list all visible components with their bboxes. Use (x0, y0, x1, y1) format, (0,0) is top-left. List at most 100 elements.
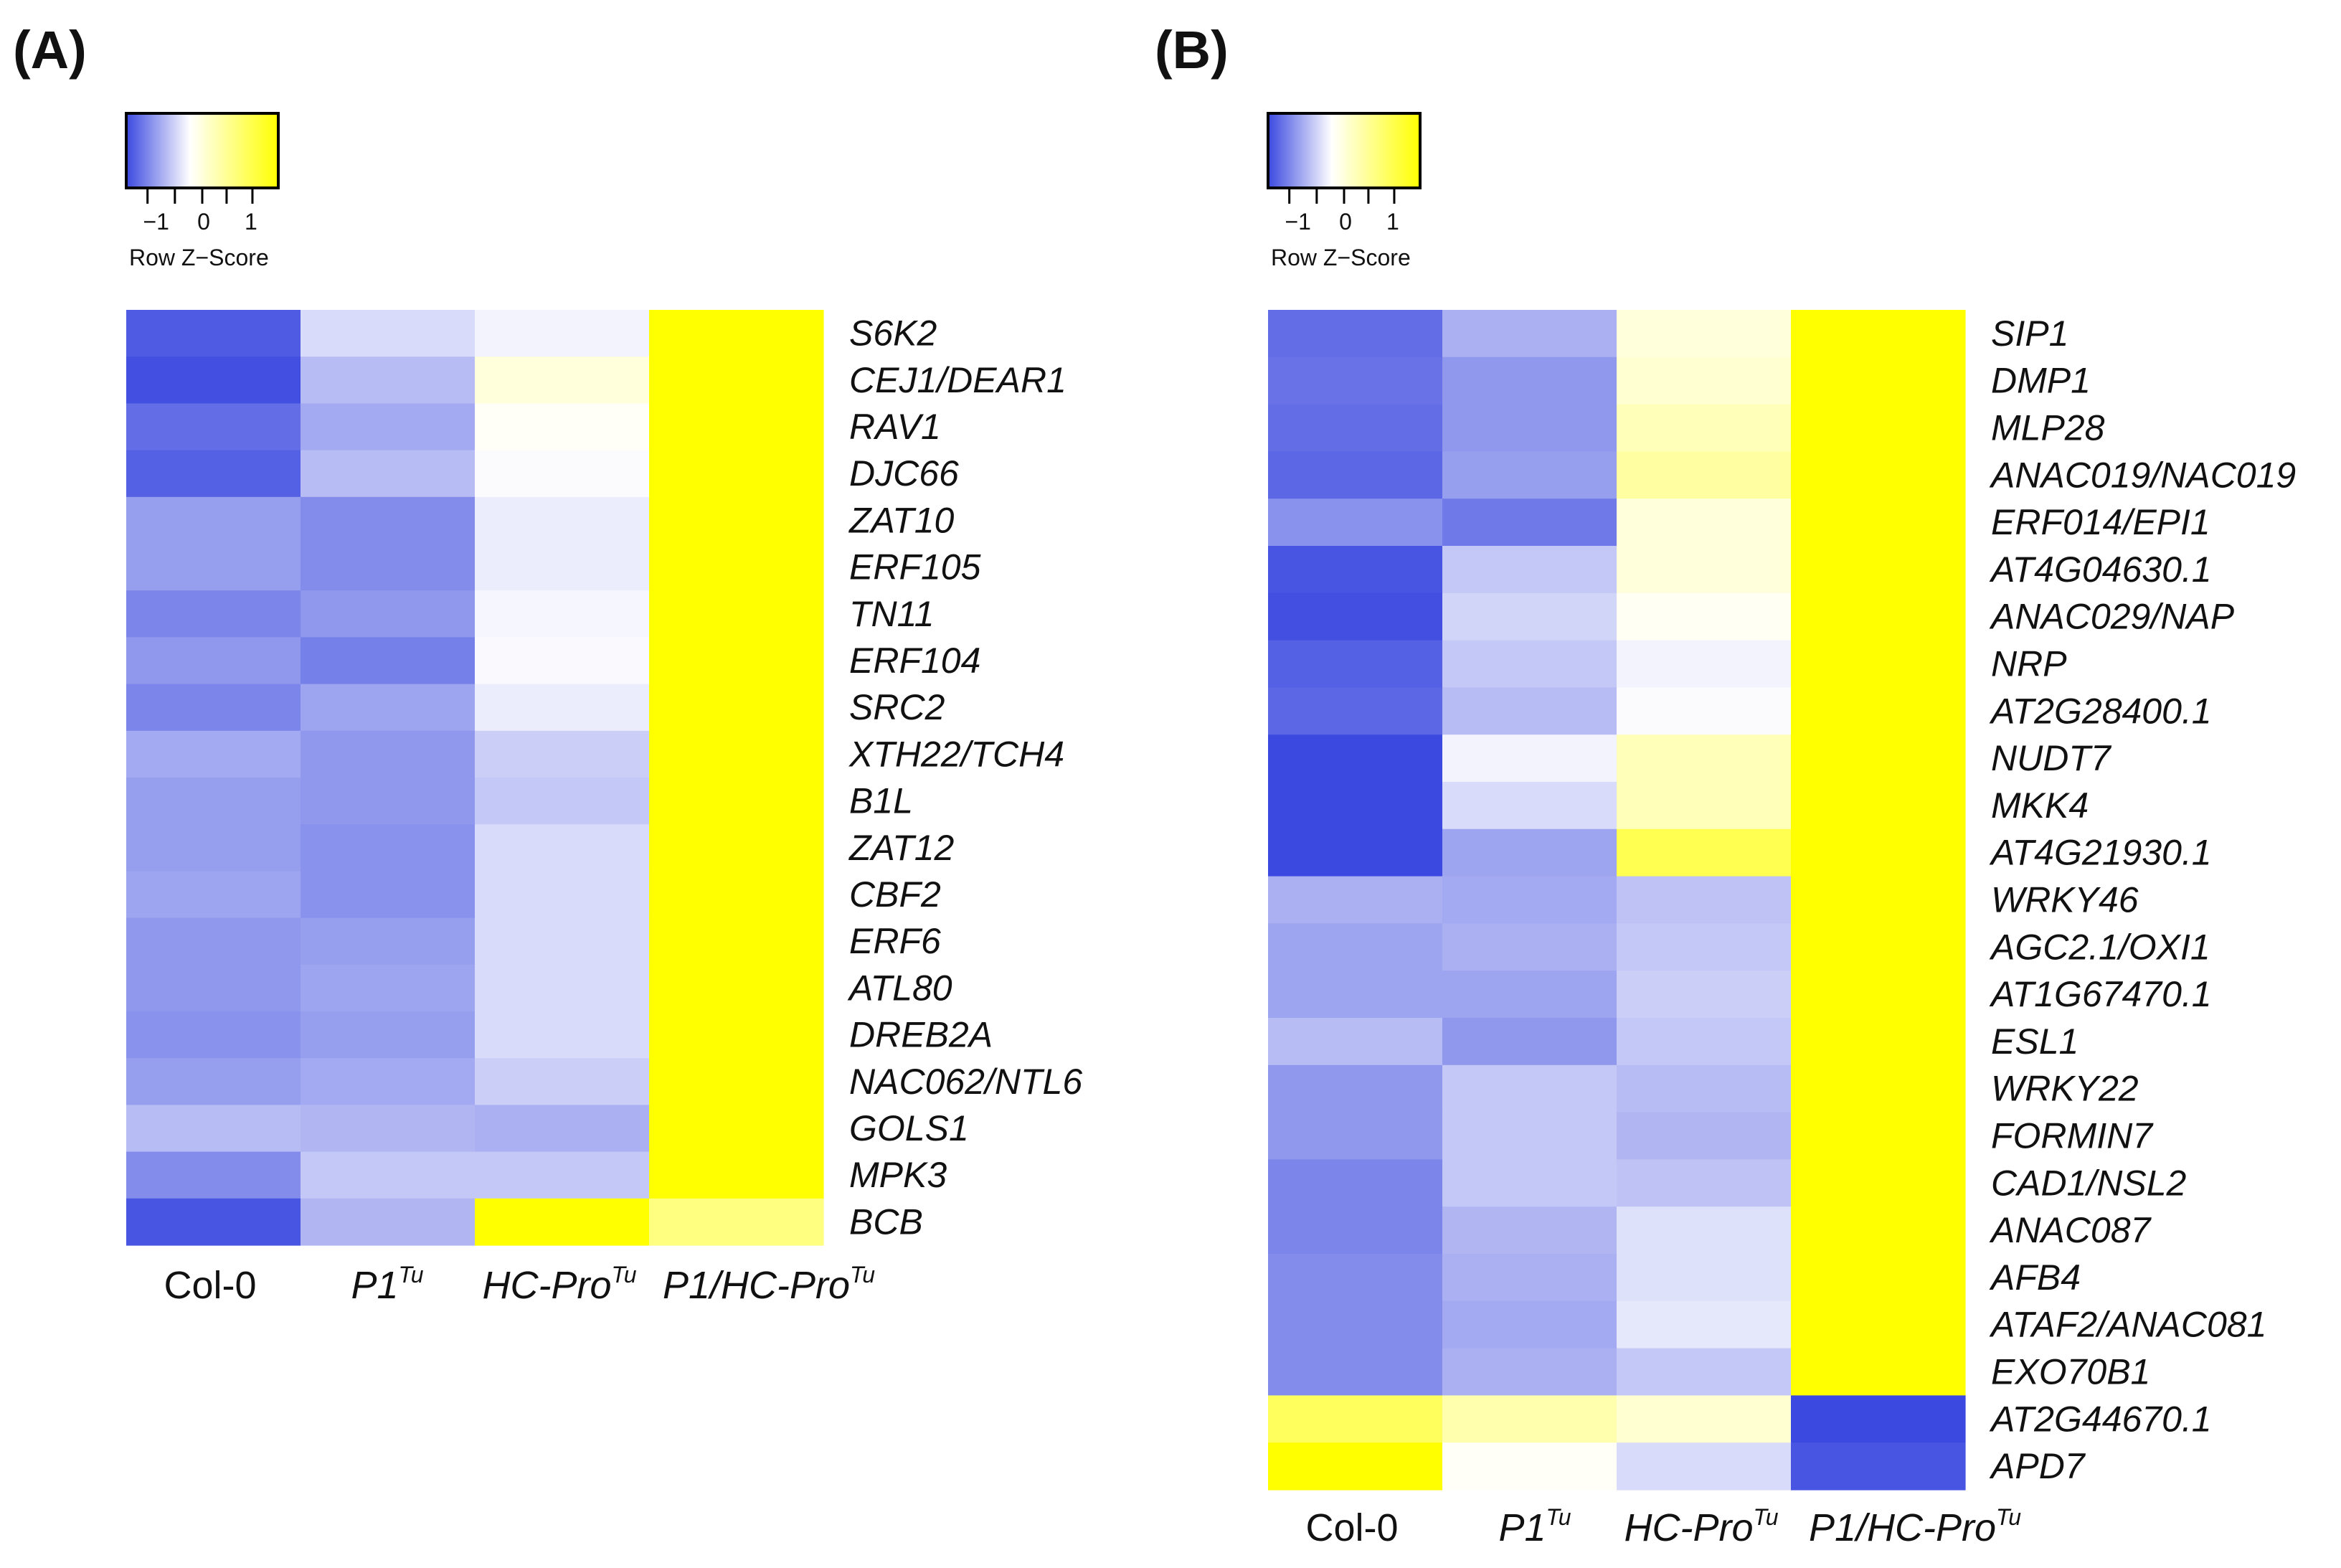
column-label: Col-0 (1305, 1506, 1398, 1549)
heatmap-cell (1617, 1018, 1792, 1066)
heatmap-cell (1791, 592, 1966, 641)
column-label-base: Col-0 (164, 1264, 256, 1307)
heatmap-cell (649, 1011, 824, 1059)
heatmap-cell (301, 450, 476, 498)
gene-label: EXO70B1 (1991, 1352, 2150, 1392)
gene-label: MPK3 (849, 1155, 947, 1195)
heatmap-cell (1617, 310, 1792, 358)
column-label: HC-ProTu (483, 1262, 637, 1307)
gene-label: SIP1 (1991, 313, 2068, 354)
heatmap-cell (301, 1011, 476, 1059)
heatmap-cell (649, 778, 824, 825)
heatmap-cell (1617, 687, 1792, 735)
column-labels: Col-0 P1Tu HC-ProTu P1/HC-ProTu (164, 1262, 875, 1307)
heatmap-cell (1268, 592, 1443, 641)
heatmap-cell (1791, 970, 1966, 1019)
heatmap-cell (301, 917, 476, 965)
heatmap-cell (301, 824, 476, 872)
color-key-tick-label: 0 (1339, 209, 1352, 235)
gene-label: ATL80 (847, 968, 952, 1008)
heatmap-cell (301, 730, 476, 778)
heatmap-cell (301, 778, 476, 825)
heatmap-cell (126, 917, 301, 965)
heatmap-cell (475, 1198, 650, 1246)
heatmap-cell (126, 356, 301, 404)
heatmap-cell (1268, 923, 1443, 971)
heatmap-cell (649, 824, 824, 872)
heatmap-cell (301, 496, 476, 544)
heatmap-cell (475, 684, 650, 732)
heatmap-cell (301, 590, 476, 638)
heatmap-cell (1268, 1254, 1443, 1302)
heatmap-cell (1268, 735, 1443, 783)
row-labels: S6K2 CEJ1/DEAR1 RAV1 DJC66 ZAT10 ERF105 TN11 ER… (847, 313, 1082, 1242)
heatmap-cell (1617, 1112, 1792, 1160)
column-label: P1Tu (1498, 1504, 1571, 1549)
heatmap-cells (1268, 310, 1966, 1491)
column-label-base: HC-Pro (483, 1264, 612, 1307)
heatmap-cell (1442, 356, 1617, 405)
color-key-label: Row Z−Score (1271, 245, 1411, 270)
heatmap-cell (1617, 1348, 1792, 1396)
gene-label: ERF105 (849, 547, 981, 587)
color-key-gradient (1267, 112, 1422, 189)
heatmap-cell (1791, 1442, 1966, 1491)
heatmap-cell (126, 1198, 301, 1246)
heatmap-cell (1268, 1159, 1443, 1207)
heatmap-cell (126, 730, 301, 778)
gene-label: AT4G21930.1 (1989, 833, 2212, 873)
gene-label: MLP28 (1991, 408, 2105, 448)
heatmap-cell (1268, 1348, 1443, 1396)
color-key-gradient (125, 112, 280, 189)
heatmap-cell (1791, 1206, 1966, 1255)
gene-label: CEJ1/DEAR1 (849, 360, 1067, 400)
gene-label: DREB2A (849, 1015, 993, 1055)
heatmap-cell (649, 310, 824, 357)
heatmap-cell (649, 964, 824, 1012)
heatmap-cell (649, 1105, 824, 1153)
gene-label: TN11 (849, 594, 935, 634)
heatmap-cell (1617, 546, 1792, 594)
heatmap-cell (126, 310, 301, 357)
heatmap-cell (475, 778, 650, 825)
column-label: HC-ProTu (1624, 1504, 1779, 1549)
heatmap-cell (1442, 1064, 1617, 1113)
heatmap-cell (1791, 828, 1966, 877)
color-key: −1 0 1 Row Z−Score (125, 112, 280, 270)
row-labels: SIP1 DMP1 MLP28 ANAC019/NAC019 ERF014/EPI1 AT… (1989, 313, 2296, 1486)
heatmap-cell (301, 684, 476, 732)
heatmap-cell (1442, 876, 1617, 924)
heatmap-cell (301, 1058, 476, 1105)
heatmap-cell (1617, 1064, 1792, 1113)
heatmap-cell (1442, 1112, 1617, 1160)
heatmap-cell (1791, 1254, 1966, 1302)
heatmap-cell (475, 824, 650, 872)
heatmap-cell (126, 403, 301, 451)
heatmap-cell (1268, 499, 1443, 547)
heatmap-cell (475, 871, 650, 919)
heatmap-cell (1442, 1442, 1617, 1491)
gene-label: ANAC029/NAP (1989, 597, 2235, 637)
heatmap-cell (1442, 640, 1617, 688)
heatmap-cell (1617, 404, 1792, 452)
heatmap-cell (1791, 735, 1966, 783)
gene-label: AT2G44670.1 (1989, 1399, 2212, 1439)
gene-label: CBF2 (849, 874, 941, 915)
heatmap-cell (475, 1151, 650, 1199)
heatmap-cell (1442, 1300, 1617, 1349)
heatmap-cell (1617, 782, 1792, 830)
gene-label: ZAT10 (848, 500, 955, 540)
gene-label: B1L (849, 781, 913, 821)
gene-label: NRP (1991, 644, 2067, 684)
heatmap-cell (1268, 640, 1443, 688)
heatmap-cell (301, 964, 476, 1012)
gene-label: S6K2 (849, 313, 937, 354)
heatmap-cell (301, 310, 476, 357)
heatmap-cell (475, 964, 650, 1012)
column-label-base: P1 (1498, 1506, 1546, 1549)
heatmap-cell (649, 730, 824, 778)
heatmap-cell (475, 356, 650, 404)
heatmap-cell (1617, 1300, 1792, 1349)
heatmap-cell (1268, 404, 1443, 452)
heatmap-cell (1268, 1442, 1443, 1491)
